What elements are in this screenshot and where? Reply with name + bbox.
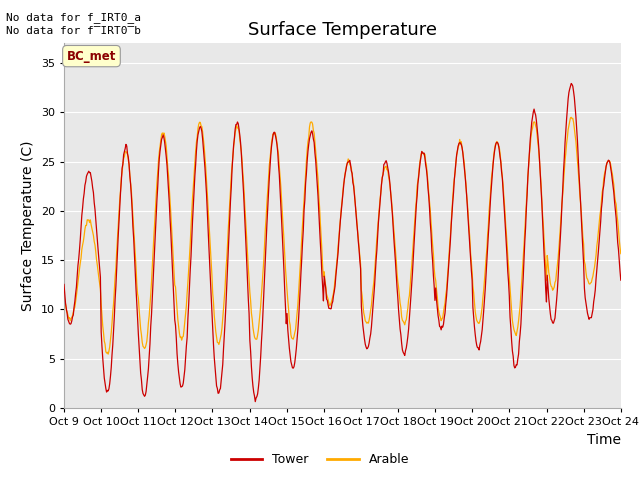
Title: Surface Temperature: Surface Temperature bbox=[248, 21, 437, 39]
Text: BC_met: BC_met bbox=[67, 49, 116, 62]
Text: No data for f_IRT0_a: No data for f_IRT0_a bbox=[6, 12, 141, 23]
Text: No data for f̅IRT0̅b: No data for f̅IRT0̅b bbox=[6, 26, 141, 36]
Y-axis label: Surface Temperature (C): Surface Temperature (C) bbox=[21, 140, 35, 311]
Legend: Tower, Arable: Tower, Arable bbox=[226, 448, 414, 471]
X-axis label: Time: Time bbox=[587, 432, 621, 446]
